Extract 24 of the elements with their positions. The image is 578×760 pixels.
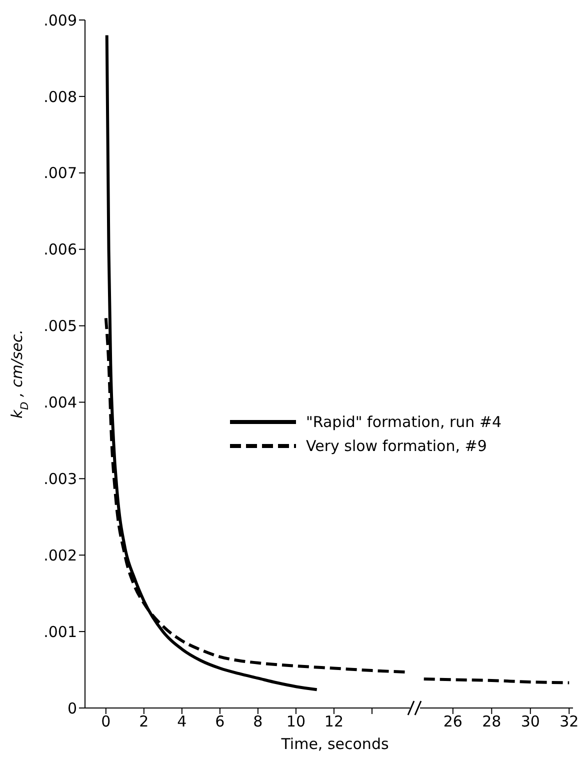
- x-tick-label: 26: [443, 712, 462, 731]
- x-tick-label: 6: [215, 712, 225, 731]
- x-tick-label: 2: [139, 712, 149, 731]
- y-tick-label: .005: [44, 317, 77, 336]
- legend-label: Very slow formation, #9: [306, 437, 487, 455]
- x-tick-label: 30: [520, 712, 540, 731]
- x-tick-label: 0: [101, 712, 111, 731]
- y-tick-label: .009: [44, 11, 77, 30]
- y-tick-label: 0: [67, 699, 77, 718]
- x-tick-label: 4: [177, 712, 187, 731]
- y-tick-label: .004: [44, 394, 77, 412]
- legend-label: "Rapid" formation, run #4: [306, 413, 502, 431]
- x-axis-title: Time, seconds: [280, 735, 390, 753]
- x-tick-label: 32: [560, 712, 578, 731]
- y-tick-label: .006: [44, 240, 77, 259]
- y-tick-label: .001: [44, 622, 77, 641]
- y-tick-label: .003: [44, 470, 77, 488]
- x-tick-label: 12: [324, 712, 344, 731]
- x-tick-label: 8: [253, 712, 263, 731]
- y-tick-label: .008: [44, 88, 77, 106]
- x-tick-label: 28: [482, 712, 502, 731]
- y-tick-label: .002: [44, 546, 77, 564]
- x-tick-label: 10: [286, 712, 306, 731]
- y-tick-label: .007: [44, 164, 77, 182]
